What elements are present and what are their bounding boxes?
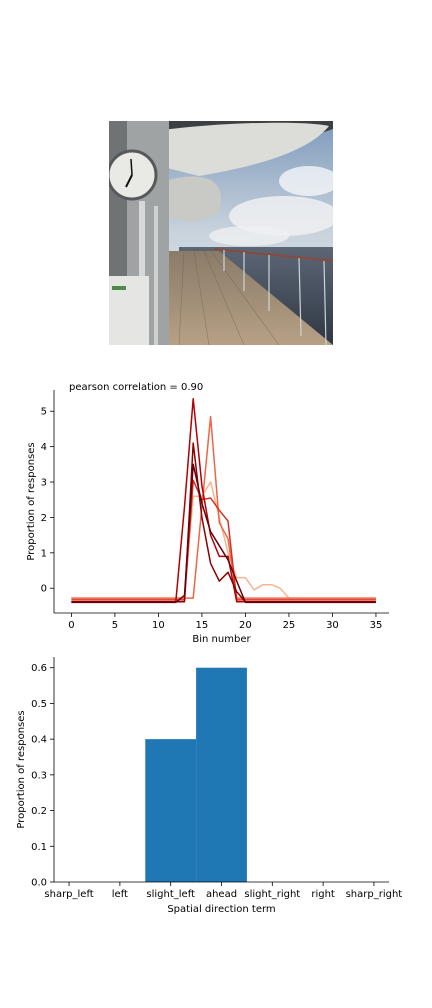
x-tick-label: sharp_right	[346, 889, 403, 900]
line-series-0	[71, 481, 376, 599]
x-tick-label: 25	[283, 620, 296, 631]
line-series-2	[71, 479, 376, 601]
bar-slight_left	[145, 739, 197, 882]
y-tick-label: 0.4	[31, 735, 47, 746]
y-tick-label: 0.5	[31, 699, 47, 710]
x-tick-label: 5	[112, 620, 118, 631]
line-series-3	[71, 398, 376, 603]
y-tick-label: 3	[41, 478, 47, 489]
x-tick-label: 20	[239, 620, 252, 631]
y-tick-label: 1	[41, 548, 47, 559]
x-tick-label: 0	[68, 620, 74, 631]
x-tick-label: right	[311, 889, 335, 900]
line-series-4	[71, 442, 376, 603]
x-tick-label: sharp_left	[44, 889, 93, 900]
y-tick-label: 0.3	[31, 770, 47, 781]
y-tick-label: 0	[41, 584, 47, 595]
y-tick-label: 0.1	[31, 842, 47, 853]
x-tick-label: ahead	[206, 889, 237, 900]
x-tick-label: slight_left	[146, 889, 195, 900]
x-tick-label: 30	[326, 620, 339, 631]
x-axis-label: Spatial direction term	[167, 904, 275, 915]
x-axis-label: Bin number	[192, 634, 251, 645]
x-tick-label: slight_right	[244, 889, 300, 900]
x-tick-label: 15	[196, 620, 209, 631]
y-tick-label: 0.0	[31, 878, 47, 889]
y-tick-label: 2	[41, 513, 47, 524]
line-series-5	[71, 463, 376, 604]
y-axis-label: Proportion of responses	[16, 710, 27, 828]
x-tick-label: 35	[370, 620, 383, 631]
y-tick-label: 5	[41, 407, 47, 418]
line-series-1	[71, 415, 376, 599]
ship-deck-photo	[109, 121, 333, 345]
x-tick-label: 10	[152, 620, 165, 631]
y-tick-label: 0.6	[31, 663, 47, 674]
y-axis-label: Proportion of responses	[26, 442, 37, 560]
bar-ahead	[196, 667, 247, 882]
x-tick-label: left	[112, 889, 128, 900]
y-tick-label: 0.2	[31, 806, 47, 817]
y-tick-label: 4	[41, 442, 47, 453]
chart-title: pearson correlation = 0.90	[69, 382, 203, 393]
